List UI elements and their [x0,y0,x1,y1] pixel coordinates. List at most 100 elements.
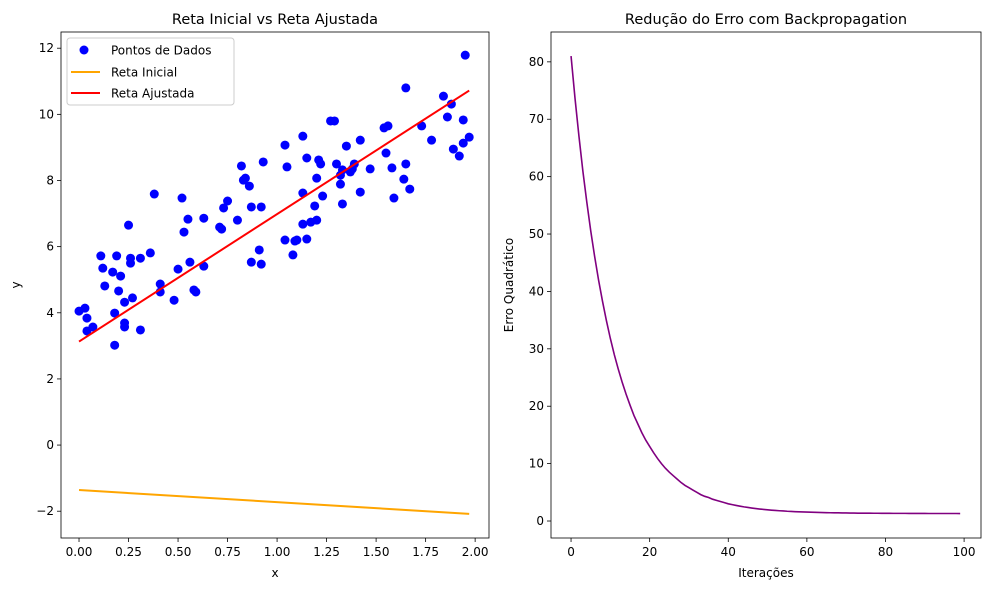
x-tick-label: 60 [799,545,814,559]
data-point [464,132,474,142]
data-point [365,164,375,174]
left-xlabel: x [271,566,278,580]
data-point [223,196,233,206]
y-tick-label: 60 [529,170,544,184]
x-tick-label: 1.25 [313,545,340,559]
right-xlabel: Iterações [738,566,794,580]
data-point [312,173,322,183]
x-tick-label: 80 [878,545,893,559]
data-point [383,121,393,131]
data-point [108,267,118,277]
data-point [458,115,468,125]
data-point [116,271,126,281]
y-tick-label: 8 [46,173,54,187]
right-axes: Redução do Erro com Backpropagation Iter… [502,12,982,580]
data-point [341,141,351,151]
legend-label: Reta Ajustada [111,87,194,101]
data-point [232,215,242,225]
data-point [298,131,308,141]
data-point [135,325,145,335]
data-point [120,297,130,307]
data-point [258,157,268,167]
data-point [199,213,209,223]
data-point [254,245,264,255]
data-point [292,235,302,245]
data-point [460,50,470,60]
data-point [135,253,145,263]
data-point [389,193,399,203]
data-point [82,313,92,323]
data-point [246,202,256,212]
data-point [312,215,322,225]
data-point [256,259,266,269]
data-point [236,161,246,171]
data-point [288,250,298,260]
y-tick-label: 40 [529,284,544,298]
data-point [173,264,183,274]
data-point [96,251,106,261]
data-point [337,199,347,209]
data-point [240,173,250,183]
data-point [399,174,409,184]
data-point [401,83,411,93]
left-ylabel: y [9,281,23,288]
y-tick-label: 6 [46,240,54,254]
data-point [458,138,468,148]
fitted-line [78,89,470,343]
left-axes-frame [60,31,490,539]
data-point [126,258,136,268]
data-point [127,293,137,303]
data-point [355,187,365,197]
data-point [80,303,90,313]
y-tick-label: 0 [536,514,544,528]
data-point [114,286,124,296]
data-point [337,165,347,175]
data-point [149,189,159,199]
data-point [280,235,290,245]
y-tick-label: 20 [529,399,544,413]
data-point [179,227,189,237]
y-tick-label: 10 [39,107,54,121]
x-tick-label: 40 [721,545,736,559]
data-point [427,135,437,145]
data-point [442,112,452,122]
data-point [302,234,312,244]
data-point [405,184,415,194]
data-point [217,224,227,234]
x-tick-label: 100 [953,545,976,559]
x-tick-label: 1.50 [363,545,390,559]
x-tick-label: 2.00 [462,545,489,559]
data-point [387,163,397,173]
x-tick-label: 0.75 [214,545,241,559]
x-tick-label: 0.25 [115,545,142,559]
data-point [110,308,120,318]
y-tick-label: 2 [46,372,54,386]
x-tick-label: 0 [567,545,575,559]
data-point [244,181,254,191]
data-point [183,214,193,224]
data-point [310,201,320,211]
y-tick-label: 50 [529,227,544,241]
data-point [88,322,98,332]
data-point [330,116,340,126]
data-point [112,251,122,261]
data-point [155,279,165,289]
legend-label: Pontos de Dados [111,44,212,58]
data-point [331,159,341,169]
y-tick-label: 12 [39,41,54,55]
y-tick-label: 80 [529,55,544,69]
data-point [219,203,229,213]
data-point [298,219,308,229]
data-point [318,191,328,201]
data-point [256,202,266,212]
initial-line [78,489,470,515]
data-point [110,340,120,350]
data-point [355,135,365,145]
data-point [124,220,134,230]
data-point [98,263,108,273]
left-title: Reta Inicial vs Reta Ajustada [172,12,378,28]
right-title: Redução do Erro com Backpropagation [625,12,907,28]
legend-label: Reta Inicial [111,66,177,80]
x-tick-label: 0.00 [66,545,93,559]
